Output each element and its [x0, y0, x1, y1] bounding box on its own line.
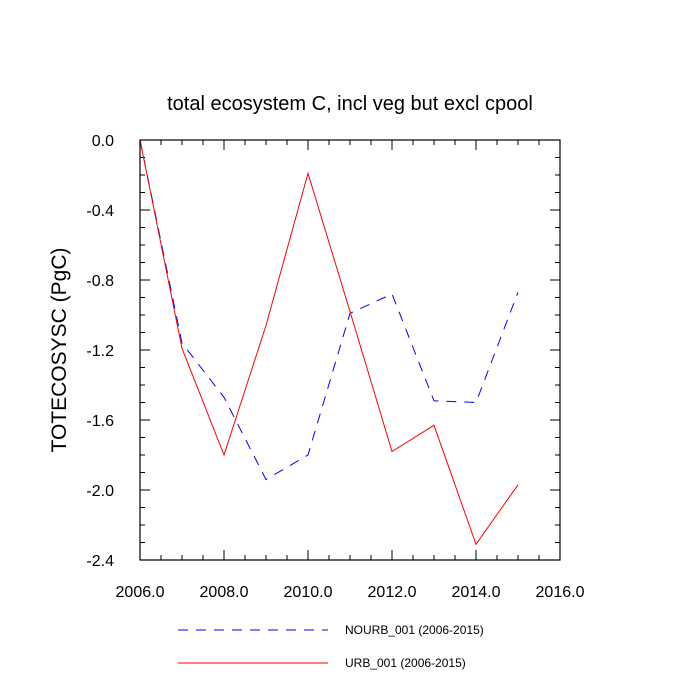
axis-ticks: 2006.0 2008.0 2010.0 2012.0 2014.0 2016.0 0.0 -…: [86, 133, 584, 601]
y-axis-label: TOTECOSYSC (PgC): [48, 248, 71, 453]
legend-label-1: URB_001 (2006-2015): [345, 656, 466, 670]
legend: NOURB_001 (2006-2015) URB_001 (2006-2015): [178, 623, 484, 670]
y-tick-label: -2.4: [86, 553, 114, 570]
plot-frame: [139, 139, 561, 561]
x-tick-label: 2008.0: [200, 584, 249, 601]
x-tick-label: 2006.0: [116, 584, 165, 601]
x-tick-label: 2014.0: [452, 584, 501, 601]
series-line-1: [139, 139, 519, 546]
legend-label-0: NOURB_001 (2006-2015): [345, 623, 484, 637]
y-tick-label: -1.6: [86, 413, 114, 430]
series-line-0: [139, 139, 519, 481]
data-series: [139, 139, 519, 546]
y-tick-label: -0.8: [86, 273, 114, 290]
y-tick-label: 0.0: [92, 133, 114, 150]
y-tick-label: -1.2: [86, 343, 114, 360]
x-tick-label: 2010.0: [284, 584, 333, 601]
y-tick-label: -2.0: [86, 483, 114, 500]
chart-title: total ecosystem C, incl veg but excl cpo…: [167, 93, 533, 115]
x-tick-label: 2016.0: [536, 584, 585, 601]
y-tick-label: -0.4: [86, 203, 114, 220]
x-tick-label: 2012.0: [368, 584, 417, 601]
